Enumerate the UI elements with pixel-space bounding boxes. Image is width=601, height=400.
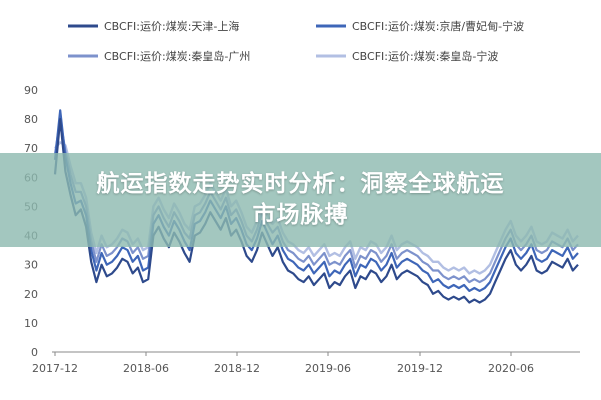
series-line-3 (53, 117, 579, 284)
series-line-4 (54, 141, 579, 275)
x-tick-label: 2018-12 (214, 362, 260, 375)
y-tick-label: 70 (24, 142, 38, 155)
legend-label-2: CBCFI:运价:煤炭:京唐/曹妃甸-宁波 (352, 19, 524, 33)
x-tick-label: 2017-12 (32, 362, 78, 375)
legend-item-3: CBCFI:运价:煤炭:秦皇岛-广州 (68, 49, 250, 63)
x-tick-label: 2020-06 (488, 362, 534, 375)
y-tick-label: 30 (24, 259, 38, 272)
plot-area (53, 109, 579, 304)
legend-label-4: CBCFI:运价:煤炭:秦皇岛-宁波 (352, 49, 498, 63)
x-tick-label: 2018-06 (123, 362, 169, 375)
banner-title-line-1: 航运指数走势实时分析：洞察全球航运 (96, 171, 505, 197)
banner-title-line-2: 市场脉搏 (252, 202, 349, 228)
y-tick-label: 90 (24, 84, 38, 97)
legend: CBCFI:运价:煤炭:天津-上海 CBCFI:运价:煤炭:京唐/曹妃甸-宁波 … (68, 19, 524, 63)
y-tick-label: 10 (24, 317, 38, 330)
legend-label-1: CBCFI:运价:煤炭:天津-上海 (104, 19, 239, 33)
legend-item-4: CBCFI:运价:煤炭:秦皇岛-宁波 (316, 49, 498, 63)
legend-item-1: CBCFI:运价:煤炭:天津-上海 (68, 19, 239, 33)
y-tick-label: 0 (31, 346, 38, 359)
y-tick-label: 80 (24, 113, 38, 126)
legend-label-3: CBCFI:运价:煤炭:秦皇岛-广州 (104, 49, 250, 63)
title-banner: 航运指数走势实时分析：洞察全球航运 市场脉搏 (0, 153, 601, 247)
series-line-2 (53, 109, 579, 292)
x-tick-label: 2019-12 (397, 362, 443, 375)
x-axis: 2017-12 2018-06 2018-12 2019-06 2019-12 2020-… (32, 352, 534, 375)
series-line-1 (53, 117, 579, 304)
x-tick-label: 2019-06 (305, 362, 351, 375)
y-tick-label: 20 (24, 288, 38, 301)
legend-item-2: CBCFI:运价:煤炭:京唐/曹妃甸-宁波 (316, 19, 524, 33)
